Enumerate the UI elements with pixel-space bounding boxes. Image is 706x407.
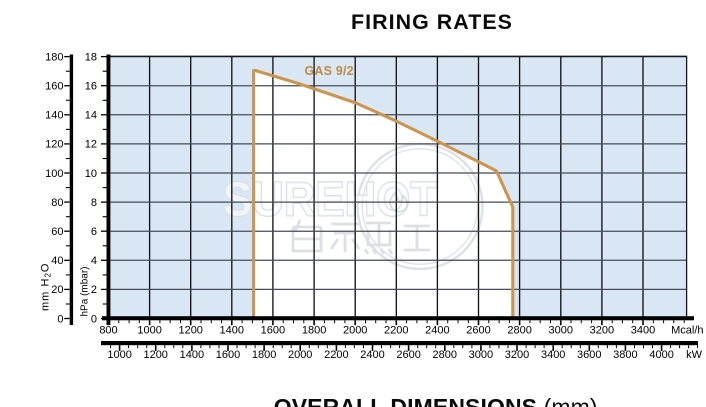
svg-text:1800: 1800 — [252, 349, 276, 361]
svg-text:2800: 2800 — [507, 325, 531, 337]
svg-text:100: 100 — [45, 168, 63, 180]
svg-text:1200: 1200 — [143, 349, 167, 361]
svg-text:2000: 2000 — [288, 349, 312, 361]
svg-text:FIRING RATES: FIRING RATES — [351, 10, 513, 34]
svg-text:3200: 3200 — [505, 349, 529, 361]
svg-text:10: 10 — [85, 168, 97, 180]
svg-text:1000: 1000 — [137, 325, 161, 337]
svg-text:hPa (mbar): hPa (mbar) — [80, 266, 91, 316]
svg-text:16: 16 — [85, 81, 97, 93]
svg-text:4000: 4000 — [649, 349, 673, 361]
svg-text:140: 140 — [45, 110, 63, 122]
svg-text:1400: 1400 — [220, 325, 244, 337]
svg-text:3400: 3400 — [631, 325, 655, 337]
svg-text:800: 800 — [99, 325, 117, 337]
svg-text:1000: 1000 — [107, 349, 131, 361]
svg-text:20: 20 — [51, 284, 63, 296]
svg-text:GAS 9/2: GAS 9/2 — [305, 64, 354, 78]
svg-text:2400: 2400 — [425, 325, 449, 337]
svg-text:3600: 3600 — [577, 349, 601, 361]
svg-text:8: 8 — [91, 197, 97, 209]
svg-text:80: 80 — [51, 197, 63, 209]
svg-text:2000: 2000 — [343, 325, 367, 337]
svg-text:3400: 3400 — [541, 349, 565, 361]
svg-text:1800: 1800 — [302, 325, 326, 337]
svg-text:1600: 1600 — [261, 325, 285, 337]
svg-text:18: 18 — [85, 51, 97, 63]
svg-text:3200: 3200 — [590, 325, 614, 337]
svg-text:2: 2 — [91, 284, 97, 296]
svg-text:60: 60 — [51, 226, 63, 238]
svg-text:Mcal/h: Mcal/h — [671, 325, 703, 337]
svg-text:40: 40 — [51, 255, 63, 267]
svg-text:2800: 2800 — [433, 349, 457, 361]
svg-text:2600: 2600 — [396, 349, 420, 361]
svg-text:6: 6 — [91, 226, 97, 238]
svg-text:4: 4 — [91, 255, 97, 267]
svg-text:180: 180 — [45, 51, 63, 63]
svg-text:3000: 3000 — [549, 325, 573, 337]
svg-text:2600: 2600 — [466, 325, 490, 337]
svg-text:mm H2O: mm H2O — [40, 263, 53, 311]
svg-text:14: 14 — [85, 110, 97, 122]
svg-text:1400: 1400 — [180, 349, 204, 361]
svg-text:kW: kW — [686, 349, 703, 361]
svg-text:1200: 1200 — [178, 325, 202, 337]
svg-text:160: 160 — [45, 81, 63, 93]
svg-text:1600: 1600 — [216, 349, 240, 361]
svg-text:3000: 3000 — [469, 349, 493, 361]
svg-text:2200: 2200 — [384, 325, 408, 337]
svg-text:2200: 2200 — [324, 349, 348, 361]
svg-text:12: 12 — [85, 139, 97, 151]
svg-text:120: 120 — [45, 139, 63, 151]
svg-text:OVERALL DIMENSIONS (mm): OVERALL DIMENSIONS (mm) — [274, 394, 598, 407]
svg-text:0: 0 — [57, 313, 63, 325]
svg-text:2400: 2400 — [360, 349, 384, 361]
svg-text:3800: 3800 — [613, 349, 637, 361]
svg-text:0: 0 — [91, 313, 97, 325]
